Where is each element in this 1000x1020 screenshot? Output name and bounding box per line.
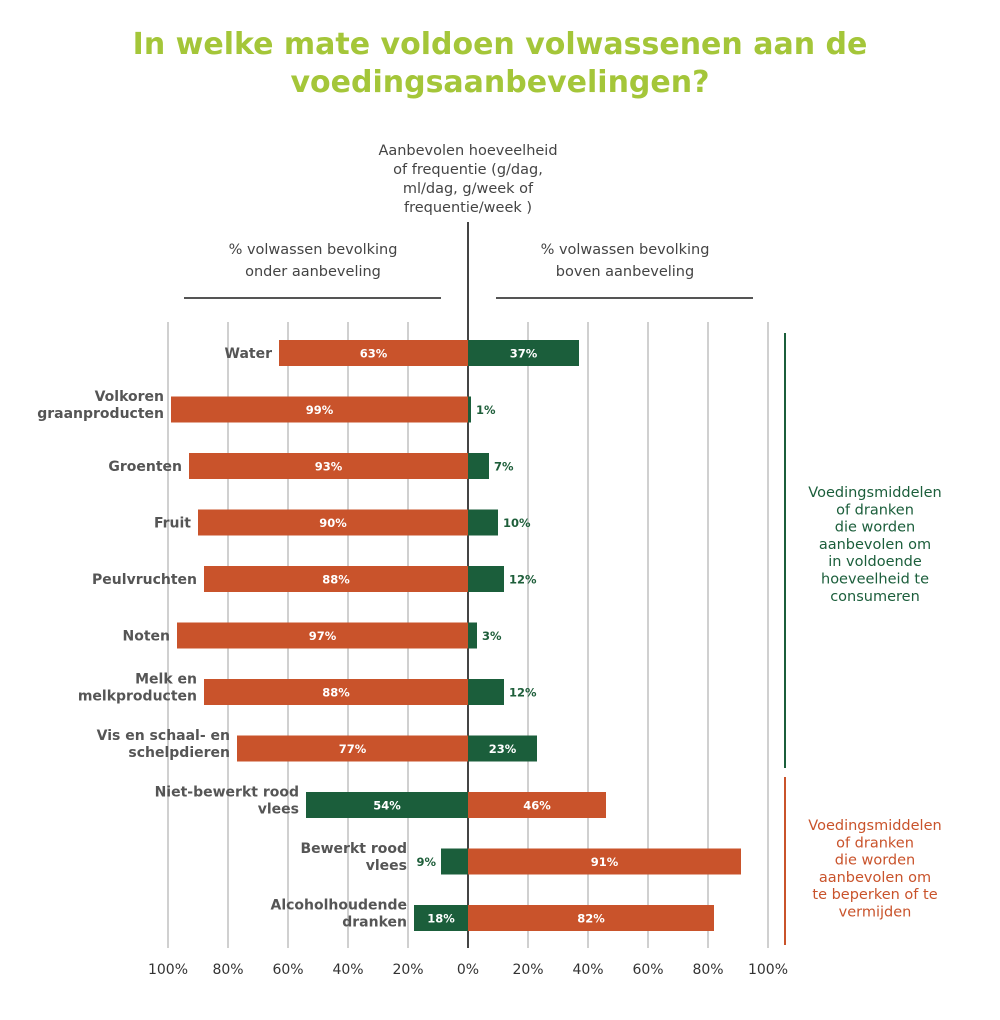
data-label-above: 1% [476, 403, 496, 417]
chart-title: In welke mate voldoen volwassenen aan de… [0, 26, 1000, 102]
group-label-consume: die worden [835, 520, 916, 536]
data-label-above: 23% [489, 742, 517, 756]
bar-above-8 [468, 792, 606, 818]
category-label: Bewerkt rood [300, 841, 407, 857]
x-tick-label: 20% [512, 962, 543, 978]
category-label: Fruit [154, 516, 191, 532]
x-tick-label: 20% [392, 962, 423, 978]
x-tick-label: 40% [572, 962, 603, 978]
category-label: Alcoholhoudende [271, 898, 408, 914]
group-label-consume: of dranken [836, 502, 914, 518]
category-label: schelpdieren [128, 745, 230, 761]
bar-under-3 [198, 509, 468, 536]
data-label-above: 82% [577, 912, 605, 926]
center-axis-label: ml/dag, g/week of [403, 181, 534, 197]
data-label-under: 54% [373, 799, 401, 813]
data-label-above: 91% [591, 855, 619, 869]
group-label-consume: hoeveelheid te [821, 572, 929, 588]
bar-above-9 [468, 848, 741, 875]
data-label-above: 3% [482, 629, 502, 643]
data-label-under: 9% [416, 855, 436, 869]
data-label-above: 12% [509, 573, 537, 587]
x-tick-label: 60% [272, 962, 303, 978]
data-label-above: 10% [503, 516, 531, 530]
category-label: dranken [342, 915, 407, 931]
data-label-under: 99% [306, 403, 334, 417]
data-label-under: 77% [339, 742, 367, 756]
x-tick-label: 100% [148, 962, 188, 978]
group-label-limit: aanbevolen om [819, 870, 931, 886]
group-label-consume: in voldoende [828, 554, 922, 570]
bar-above-5 [468, 622, 477, 649]
bar-above-4 [468, 566, 504, 592]
bar-under-5 [177, 622, 468, 649]
chart-title-line-1: In welke mate voldoen volwassenen aan de [132, 27, 868, 62]
left-header-label: onder aanbeveling [245, 264, 381, 280]
bar-under-0 [279, 340, 468, 366]
group-label-consume: consumeren [830, 589, 920, 605]
group-label-limit: die worden [835, 853, 916, 869]
category-label: Groenten [108, 459, 182, 475]
right-header-label: boven aanbeveling [556, 264, 694, 280]
left-header-label: % volwassen bevolking [229, 242, 398, 258]
data-label-above: 7% [494, 460, 514, 474]
bar-under-1 [171, 396, 468, 423]
bar-under-6 [204, 679, 468, 705]
category-label: vlees [258, 802, 299, 818]
center-axis-label: of frequentie (g/dag, [393, 162, 543, 178]
bar-under-9 [441, 848, 468, 875]
category-label: melkproducten [78, 689, 197, 705]
bar-above-3 [468, 509, 498, 536]
data-label-under: 88% [322, 573, 350, 587]
bar-under-7 [237, 735, 468, 762]
category-label: Noten [123, 629, 171, 645]
data-label-above: 12% [509, 686, 537, 700]
bar-above-0 [468, 340, 579, 366]
bar-above-6 [468, 679, 504, 705]
group-label-limit: of dranken [836, 835, 914, 851]
group-label-limit: Voedingsmiddelen [808, 818, 941, 834]
data-label-under: 93% [315, 460, 343, 474]
bar-above-2 [468, 453, 489, 479]
bar-under-10 [414, 905, 468, 931]
x-tick-label: 80% [212, 962, 243, 978]
data-label-under: 63% [360, 347, 388, 361]
x-tick-label: 60% [632, 962, 663, 978]
category-label: Peulvruchten [92, 572, 197, 588]
category-label: Vis en schaal- en [97, 728, 230, 744]
category-label: Water [225, 346, 273, 362]
group-label-limit: vermijden [839, 905, 912, 921]
data-label-under: 90% [319, 516, 347, 530]
category-label: Melk en [135, 672, 197, 688]
data-label-under: 88% [322, 686, 350, 700]
category-label: vlees [366, 858, 407, 874]
data-label-above: 46% [523, 799, 551, 813]
group-label-consume: Voedingsmiddelen [808, 485, 941, 501]
category-label: graanproducten [37, 406, 164, 422]
right-header-label: % volwassen bevolking [541, 242, 710, 258]
data-label-above: 37% [510, 347, 538, 361]
category-label: Volkoren [95, 389, 164, 405]
data-label-under: 97% [309, 629, 337, 643]
bar-above-10 [468, 905, 714, 931]
x-tick-label: 40% [332, 962, 363, 978]
x-tick-label: 100% [748, 962, 788, 978]
category-label: Niet-bewerkt rood [155, 785, 299, 801]
data-label-under: 18% [427, 912, 455, 926]
bar-under-2 [189, 453, 468, 479]
bar-above-7 [468, 735, 537, 762]
group-label-limit: te beperken of te [812, 887, 937, 903]
x-tick-label: 80% [692, 962, 723, 978]
center-axis-label: frequentie/week ) [404, 200, 532, 216]
bar-above-1 [468, 396, 471, 423]
center-axis-label: Aanbevolen hoeveelheid [378, 143, 557, 159]
chart-title-line-2: voedingsaanbevelingen? [290, 65, 710, 100]
bar-under-4 [204, 566, 468, 592]
bar-under-8 [306, 792, 468, 818]
x-tick-label: 0% [457, 962, 479, 978]
group-label-consume: aanbevolen om [819, 537, 931, 553]
